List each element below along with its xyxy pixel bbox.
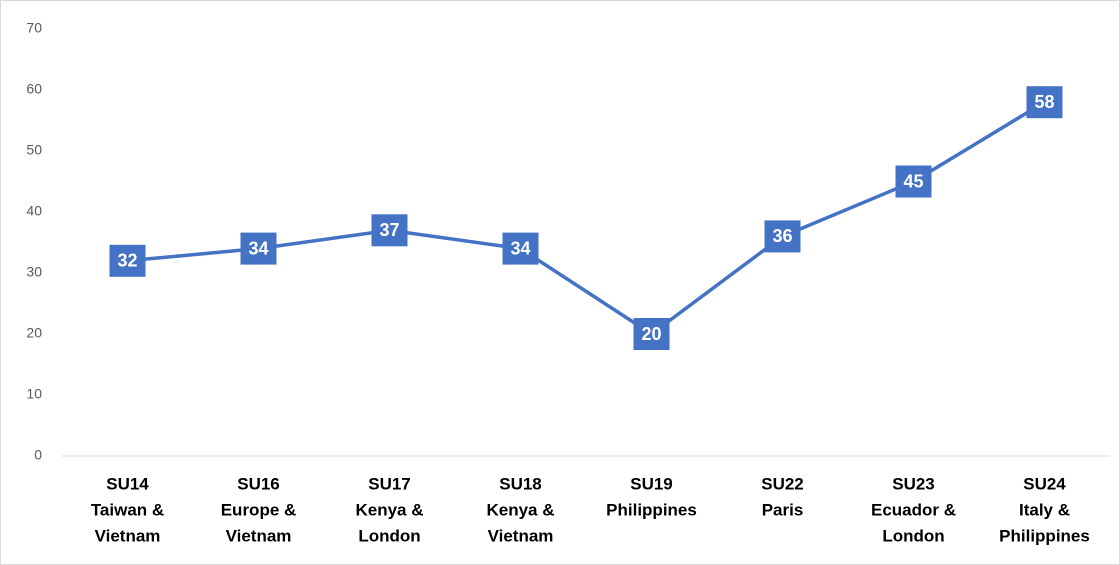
x-tick-label: Europe & — [221, 500, 297, 519]
x-tick-label: SU17 — [368, 474, 411, 493]
data-label-box — [633, 318, 670, 350]
x-tick-label: SU23 — [892, 474, 935, 493]
data-label: 58 — [1034, 92, 1054, 112]
x-tick-label: London — [882, 526, 944, 545]
data-label: 32 — [117, 251, 137, 271]
x-tick-label: Paris — [762, 500, 804, 519]
y-tick-label: 60 — [26, 81, 42, 97]
data-line — [127, 100, 1046, 337]
data-label-box — [502, 232, 539, 265]
x-tick-label: Vietnam — [95, 526, 161, 545]
x-tick-label: Vietnam — [226, 526, 292, 545]
x-tick-label: Vietnam — [488, 526, 554, 545]
y-tick-label: 30 — [26, 264, 42, 280]
x-tick-label: Kenya & — [355, 500, 423, 519]
data-label-box — [371, 214, 408, 247]
x-tick-label: SU22 — [761, 474, 804, 493]
data-label-box — [109, 244, 146, 277]
x-tick-label: SU19 — [630, 474, 673, 493]
x-tick-label: SU24 — [1023, 474, 1066, 493]
x-tick-label: Philippines — [606, 500, 697, 519]
data-label-box — [240, 232, 277, 265]
x-tick-label: Philippines — [999, 526, 1090, 545]
data-label: 45 — [903, 171, 923, 191]
y-tick-label: 20 — [26, 325, 42, 341]
x-tick-label: SU16 — [237, 474, 280, 493]
y-tick-label: 0 — [34, 447, 42, 463]
x-tick-label: Ecuador & — [871, 500, 956, 519]
data-label: 34 — [248, 238, 268, 258]
data-label: 37 — [379, 220, 399, 240]
x-tick-label: Kenya & — [486, 500, 554, 519]
y-tick-label: 10 — [26, 386, 42, 402]
x-tick-label: SU18 — [499, 474, 542, 493]
data-label-box — [1026, 86, 1063, 119]
y-tick-label: 70 — [26, 20, 42, 36]
x-tick-label: Italy & — [1019, 500, 1070, 519]
data-label: 20 — [641, 324, 661, 344]
y-tick-label: 50 — [26, 142, 42, 158]
x-tick-label: SU14 — [106, 474, 149, 493]
x-tick-label: London — [358, 526, 420, 545]
x-tick-label: Taiwan & — [91, 500, 164, 519]
data-label-box — [895, 165, 932, 198]
data-label: 36 — [772, 226, 792, 246]
data-label-box — [764, 220, 801, 253]
y-tick-label: 40 — [26, 203, 42, 219]
data-label: 34 — [510, 238, 530, 258]
